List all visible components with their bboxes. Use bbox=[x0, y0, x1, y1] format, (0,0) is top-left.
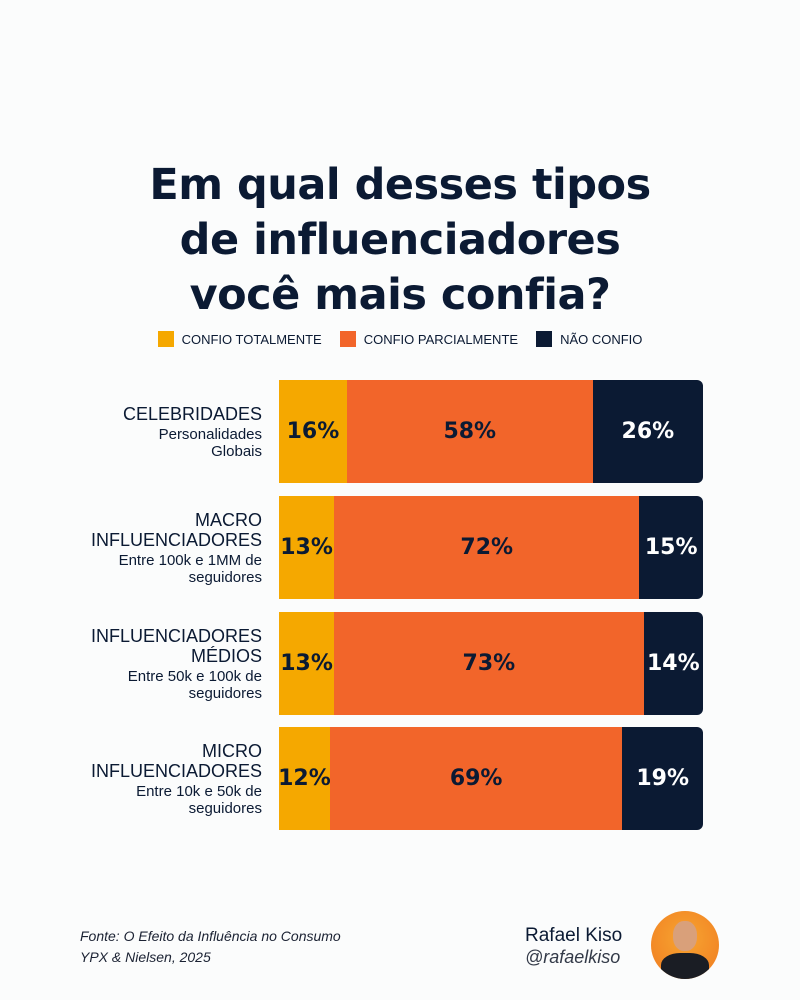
bar-row: INFLUENCIADORES MÉDIOS Entre 50k e 100k d… bbox=[0, 612, 800, 715]
title-line: você mais confia? bbox=[189, 270, 611, 320]
bar-row: MICRO INFLUENCIADORES Entre 10k e 50k de … bbox=[0, 727, 800, 830]
source-line: Fonte: O Efeito da Influência no Consumo bbox=[80, 928, 341, 944]
bar-segment: 58% bbox=[346, 380, 593, 483]
bar-segment: 26% bbox=[592, 380, 703, 483]
bar-segment: 15% bbox=[639, 496, 703, 599]
bar-row: CELEBRIDADES Personalidades Globais 16% 58%… bbox=[0, 380, 800, 483]
page-title: Em qual desses tipos de influenciadores … bbox=[0, 158, 800, 323]
legend-item: CONFIO PARCIALMENTE bbox=[339, 331, 519, 347]
title-line: de influenciadores bbox=[179, 215, 621, 265]
data-label: 12% bbox=[279, 766, 331, 791]
category-title: CELEBRIDADES bbox=[122, 403, 262, 424]
data-label: 16% bbox=[286, 419, 340, 444]
avatar-head bbox=[673, 921, 697, 951]
category-label: MACRO INFLUENCIADORES Entre 100k e 1MM de… bbox=[91, 496, 262, 599]
bar-segment: 13% bbox=[279, 496, 335, 599]
data-label: 26% bbox=[621, 419, 675, 444]
data-label: 58% bbox=[443, 419, 497, 444]
bar-segment: 69% bbox=[329, 727, 623, 830]
legend-item: CONFIO TOTALMENTE bbox=[157, 331, 322, 347]
category-subtitle: Entre 50k e 100k de seguidores bbox=[127, 667, 262, 702]
legend-swatch bbox=[157, 331, 174, 347]
title-line: Em qual desses tipos bbox=[149, 160, 651, 210]
author-block: Rafael Kiso @rafaelkiso bbox=[525, 925, 622, 968]
category-subtitle: Personalidades Globais bbox=[158, 425, 262, 460]
bar-segment: 14% bbox=[643, 612, 703, 715]
category-title: MICRO INFLUENCIADORES bbox=[90, 740, 262, 781]
source-line: YPX & Nielsen, 2025 bbox=[80, 949, 211, 965]
bar-segment: 13% bbox=[279, 612, 335, 715]
category-label: MICRO INFLUENCIADORES Entre 10k e 50k de … bbox=[91, 727, 262, 830]
category-title: INFLUENCIADORES MÉDIOS bbox=[90, 625, 262, 666]
avatar bbox=[651, 911, 719, 979]
bar-segment: 16% bbox=[279, 380, 347, 483]
legend-label: CONFIO TOTALMENTE bbox=[181, 331, 322, 347]
data-label: 15% bbox=[644, 535, 698, 560]
bar-segment: 19% bbox=[622, 727, 703, 830]
bar-row: MACRO INFLUENCIADORES Entre 100k e 1MM de… bbox=[0, 496, 800, 599]
category-label: INFLUENCIADORES MÉDIOS Entre 50k e 100k d… bbox=[91, 612, 262, 715]
category-label: CELEBRIDADES Personalidades Globais bbox=[123, 380, 262, 483]
category-subtitle: Entre 100k e 1MM de seguidores bbox=[118, 551, 262, 586]
stacked-bar: 13% 73% 14% bbox=[279, 612, 703, 715]
data-label: 72% bbox=[460, 535, 514, 560]
author-handle: @rafaelkiso bbox=[525, 947, 621, 967]
source-note: Fonte: O Efeito da Influência no Consumo… bbox=[80, 926, 341, 968]
legend-label: NÃO CONFIO bbox=[560, 331, 643, 347]
data-label: 13% bbox=[280, 651, 333, 676]
legend: CONFIO TOTALMENTE CONFIO PARCIALMENTE NÃO … bbox=[0, 331, 800, 347]
stacked-bar: 12% 69% 19% bbox=[279, 727, 703, 830]
legend-label: CONFIO PARCIALMENTE bbox=[363, 331, 519, 347]
bar-segment: 72% bbox=[334, 496, 640, 599]
avatar-body bbox=[661, 953, 709, 979]
stacked-bar: 13% 72% 15% bbox=[279, 496, 703, 599]
data-label: 13% bbox=[280, 535, 333, 560]
legend-item: NÃO CONFIO bbox=[536, 331, 642, 347]
data-label: 73% bbox=[462, 651, 516, 676]
stacked-bar: 16% 58% 26% bbox=[279, 380, 703, 483]
category-subtitle: Entre 10k e 50k de seguidores bbox=[136, 782, 262, 817]
bar-segment: 73% bbox=[334, 612, 644, 715]
author-name: Rafael Kiso bbox=[525, 925, 623, 946]
category-title: MACRO INFLUENCIADORES bbox=[90, 509, 262, 550]
legend-swatch bbox=[339, 331, 356, 347]
legend-swatch bbox=[536, 331, 553, 347]
data-label: 14% bbox=[646, 651, 700, 676]
data-label: 69% bbox=[449, 766, 503, 791]
bar-segment: 12% bbox=[279, 727, 331, 830]
data-label: 19% bbox=[636, 766, 690, 791]
